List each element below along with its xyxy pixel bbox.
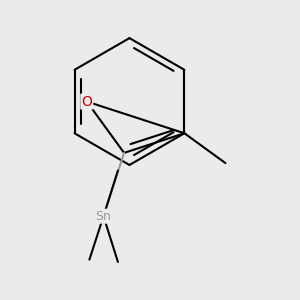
Text: Sn: Sn (96, 210, 111, 223)
Text: O: O (81, 94, 92, 109)
